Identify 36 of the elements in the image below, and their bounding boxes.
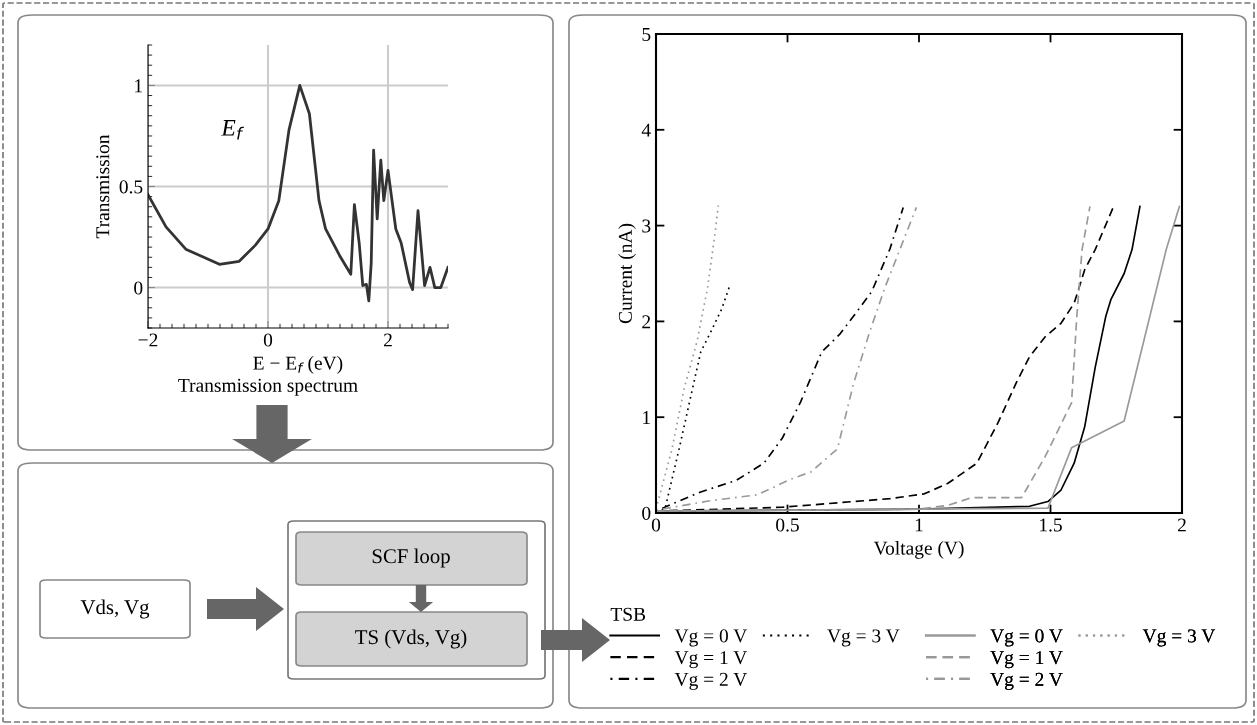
legend-label: Vg = 3 V xyxy=(827,629,900,647)
x-tick-label: 2 xyxy=(383,333,392,347)
x-tick-label: 0 xyxy=(263,333,273,347)
line-series xyxy=(148,84,448,303)
legend-label: Vg = 1 V xyxy=(674,651,748,669)
y-tick-label: 1 xyxy=(135,79,142,93)
legend-label: Vg = 2 V xyxy=(990,672,1063,690)
y-tick-label: 1 xyxy=(643,411,650,424)
x-axis-title: Voltage (V) xyxy=(873,541,964,559)
annotation: E$_{f}$ xyxy=(221,120,244,140)
x-tick-label: 0 xyxy=(651,518,661,532)
y-axis-title: Transmission xyxy=(96,134,110,239)
y-tick-label: 0 xyxy=(642,506,651,520)
y-tick-label: 2 xyxy=(642,315,651,329)
y-tick-label: 4 xyxy=(641,123,651,137)
y-axis-title: Current (nA) xyxy=(618,223,636,324)
text: SCF loop xyxy=(372,548,450,568)
x-tick-label: 1 xyxy=(915,518,923,532)
x-tick-label: −2 xyxy=(138,333,158,347)
x-tick-label: 0.5 xyxy=(776,518,799,532)
text: TS (Vds, Vg) xyxy=(355,629,467,649)
text: Vds, Vg xyxy=(80,599,150,619)
legend-label: Vg = 0 V xyxy=(990,629,1063,647)
y-tick-label: 5 xyxy=(642,28,651,41)
text: Transmission spectrum xyxy=(178,378,358,396)
legend-label: Vg = 2 V xyxy=(674,672,748,690)
legend-label: Vg = 3 V xyxy=(1142,629,1216,647)
y-tick-label: 3 xyxy=(642,219,651,233)
y-tick-label: 0.5 xyxy=(119,180,143,194)
x-tick-label: 1.5 xyxy=(1040,518,1062,532)
x-axis-title: E − E$_{f}$ (eV) xyxy=(253,356,343,374)
legend-title: TSB xyxy=(610,607,646,621)
legend-label: Vg = 0 V xyxy=(674,629,748,647)
legend-label: Vg = 1 V xyxy=(990,651,1063,669)
x-tick-label: 2 xyxy=(1177,518,1186,532)
y-tick-label: 0 xyxy=(134,281,143,295)
